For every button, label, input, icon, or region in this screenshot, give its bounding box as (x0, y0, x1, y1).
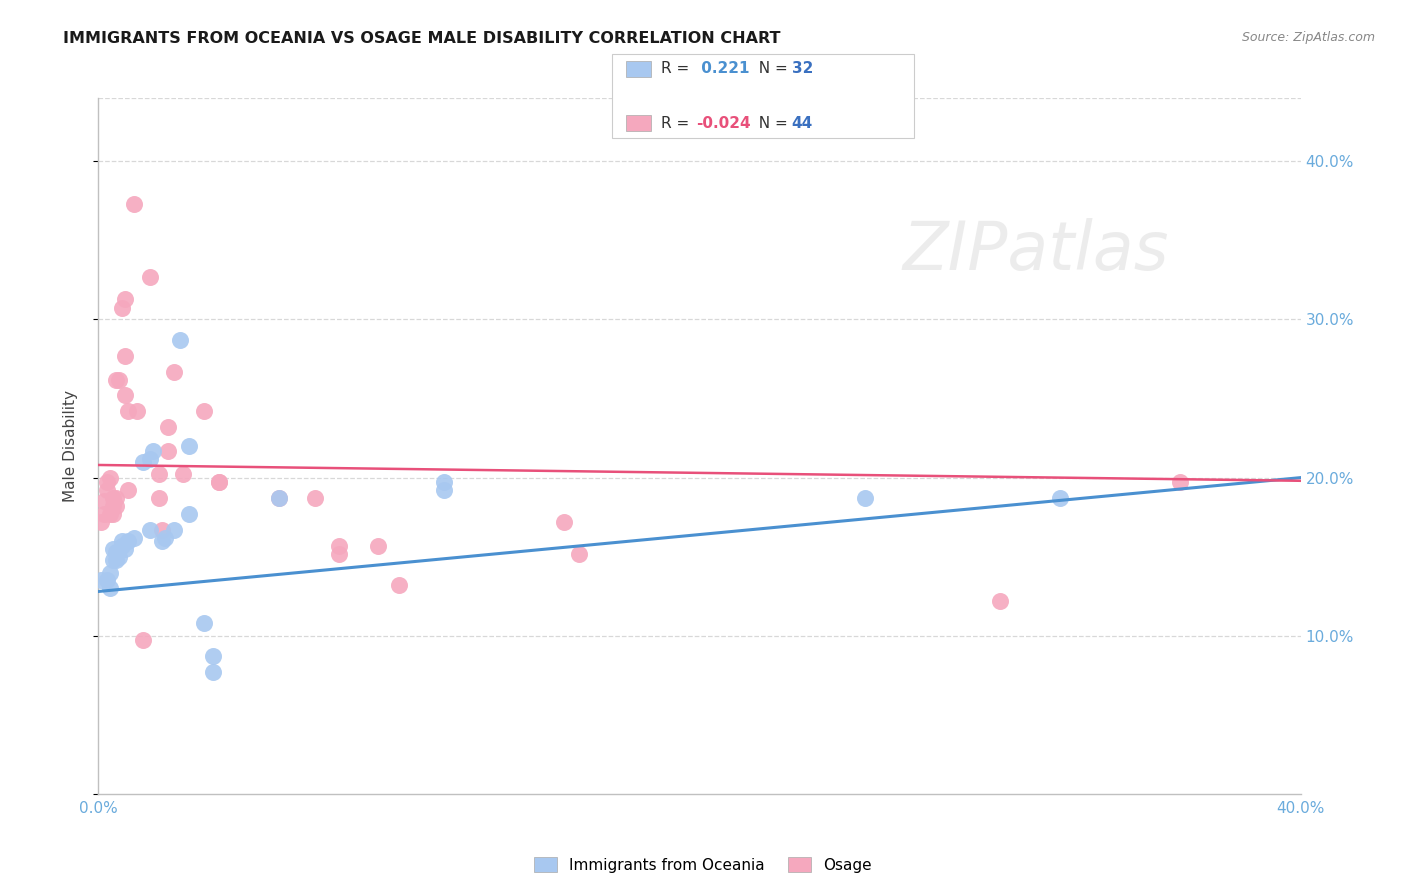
Point (105, 553, 128, 567)
Text: ZIPatlas: ZIPatlas (903, 219, 1170, 285)
Point (114, 292, 136, 306)
Point (208, 475, 231, 490)
Point (108, 549, 131, 564)
Point (1170, 475, 1192, 490)
Point (111, 301, 134, 316)
Point (111, 539, 134, 553)
Point (433, 483, 456, 498)
Point (132, 455, 155, 469)
Point (201, 649, 224, 664)
Point (100, 582, 122, 596)
Point (124, 531, 146, 545)
Point (93, 494, 115, 508)
Text: Source: ZipAtlas.com: Source: ZipAtlas.com (1241, 31, 1375, 45)
Point (156, 420, 179, 434)
Point (568, 547, 591, 561)
Point (103, 491, 125, 505)
Y-axis label: Male Disability: Male Disability (63, 390, 77, 502)
Point (114, 349, 136, 363)
Point (124, 197, 146, 211)
Point (553, 515, 575, 529)
Point (93, 507, 115, 521)
Point (117, 404, 139, 418)
Point (853, 491, 876, 505)
Point (193, 616, 215, 631)
Point (141, 443, 163, 458)
Text: 0.221: 0.221 (696, 62, 749, 76)
Point (162, 523, 184, 537)
Point (117, 533, 139, 548)
Point (988, 594, 1011, 608)
Text: N =: N = (749, 62, 793, 76)
Point (111, 533, 134, 548)
Point (193, 404, 215, 418)
Text: 32: 32 (792, 62, 813, 76)
Point (105, 545, 128, 559)
Text: N =: N = (749, 116, 793, 130)
Point (169, 333, 191, 347)
Point (105, 373, 128, 387)
Point (90, 515, 112, 529)
Point (267, 491, 290, 505)
Text: -0.024: -0.024 (696, 116, 751, 130)
Point (100, 470, 122, 484)
Point (127, 404, 149, 418)
Point (138, 451, 160, 466)
Point (304, 491, 326, 505)
Point (162, 365, 184, 379)
Point (148, 491, 170, 505)
Point (328, 539, 350, 553)
Point (367, 539, 389, 553)
Point (96, 574, 118, 588)
Point (388, 578, 411, 592)
Point (138, 269, 160, 284)
Point (100, 507, 122, 521)
Point (105, 499, 128, 513)
Text: R =: R = (661, 116, 695, 130)
Point (150, 533, 173, 548)
Point (90, 574, 112, 588)
Point (148, 467, 170, 482)
Point (433, 475, 456, 490)
Point (138, 523, 160, 537)
Point (208, 475, 231, 490)
Point (117, 483, 139, 498)
Point (1049, 491, 1071, 505)
Point (100, 566, 122, 580)
Legend: Immigrants from Oceania, Osage: Immigrants from Oceania, Osage (530, 852, 876, 877)
Point (132, 633, 155, 648)
Point (108, 373, 131, 387)
Point (114, 388, 136, 402)
Point (96, 483, 118, 498)
Point (201, 665, 224, 680)
Point (153, 531, 176, 545)
Point (103, 541, 125, 556)
Point (150, 523, 173, 537)
Point (177, 439, 200, 453)
Point (156, 443, 179, 458)
Point (103, 499, 125, 513)
Point (96, 475, 118, 490)
Text: R =: R = (661, 62, 695, 76)
Point (177, 507, 200, 521)
Point (114, 541, 136, 556)
Text: 44: 44 (792, 116, 813, 130)
Point (105, 491, 128, 505)
Point (172, 467, 194, 482)
Point (103, 553, 125, 567)
Text: IMMIGRANTS FROM OCEANIA VS OSAGE MALE DISABILITY CORRELATION CHART: IMMIGRANTS FROM OCEANIA VS OSAGE MALE DI… (63, 31, 780, 46)
Point (103, 507, 125, 521)
Point (267, 491, 290, 505)
Point (328, 547, 350, 561)
